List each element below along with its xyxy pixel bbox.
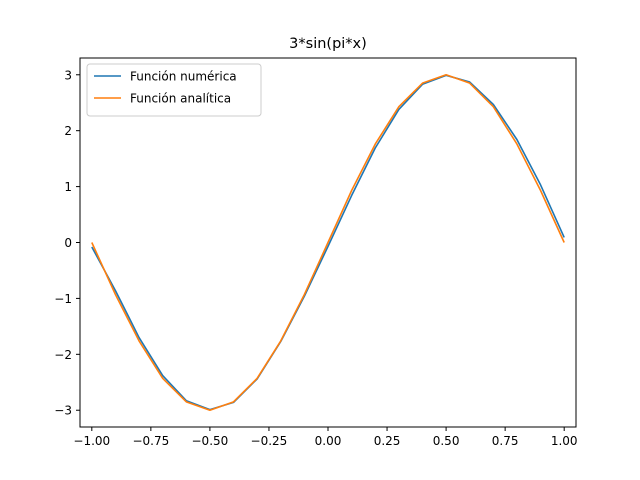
x-tick-label: −0.50: [192, 434, 229, 448]
legend-box: [86, 63, 262, 117]
y-tick-label: 1: [64, 180, 72, 194]
x-tick-label: 0.75: [492, 434, 519, 448]
legend-label-1: Función numérica: [130, 70, 237, 84]
x-tick-label: 1.00: [551, 434, 578, 448]
chart-title: 3*sin(pi*x): [289, 36, 367, 52]
y-tick-label: −2: [54, 348, 72, 362]
x-axis: −1.00 −0.75 −0.50 −0.25 0.00 0.25 0.50 0.75 1.00: [73, 427, 578, 448]
y-tick-label: −3: [54, 404, 72, 418]
y-tick-label: 3: [64, 68, 72, 82]
x-tick-label: −0.25: [251, 434, 288, 448]
x-tick-label: 0.00: [315, 434, 342, 448]
series-line-1: [91, 74, 565, 411]
x-tick-label: 0.25: [374, 434, 401, 448]
x-tick-label: 0.50: [433, 434, 460, 448]
y-tick-label: 2: [64, 124, 72, 138]
y-axis: −3 −2 −1 0 1 2 3: [54, 68, 80, 418]
x-tick-label: −1.00: [73, 434, 110, 448]
legend-label-2: Función analítica: [130, 92, 231, 106]
legend: Función numérica Función analítica: [86, 63, 262, 117]
y-tick-label: −1: [54, 292, 72, 306]
series-layer: [91, 73, 565, 412]
y-tick-label: 0: [64, 236, 72, 250]
x-tick-label: −0.75: [132, 434, 169, 448]
series-line-2: [91, 73, 565, 412]
